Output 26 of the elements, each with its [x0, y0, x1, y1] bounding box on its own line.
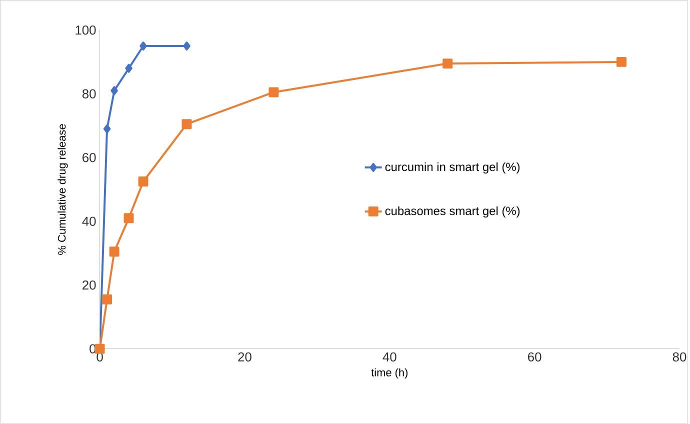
legend-label: cubasomes smart gel (%)	[385, 206, 520, 218]
point	[616, 57, 626, 68]
point	[268, 87, 279, 98]
y-tick-label: 80	[82, 89, 96, 99]
point	[102, 294, 112, 305]
point	[183, 42, 190, 51]
y-tick-label: 60	[82, 153, 96, 162]
point	[124, 213, 134, 224]
legend-label: curcumin in smart gel (%)	[385, 162, 520, 174]
point	[110, 86, 118, 96]
y-tick-label: 100	[76, 26, 96, 35]
point	[182, 119, 192, 130]
x-tick-label: 40	[382, 352, 396, 362]
x-axis-title: time (h)	[371, 368, 408, 379]
y-axis-title: % Cumulative drug release	[58, 124, 68, 255]
x-tick-label: 20	[238, 352, 252, 362]
point	[125, 64, 132, 73]
y-tick-label: 40	[82, 216, 96, 226]
y-tick-label: 20	[82, 280, 96, 290]
point	[109, 246, 120, 257]
point	[103, 124, 111, 134]
x-tick-label: 80	[672, 352, 686, 362]
point	[442, 58, 453, 69]
point	[138, 176, 148, 187]
x-tick-label: 60	[528, 352, 542, 362]
point	[140, 42, 147, 51]
